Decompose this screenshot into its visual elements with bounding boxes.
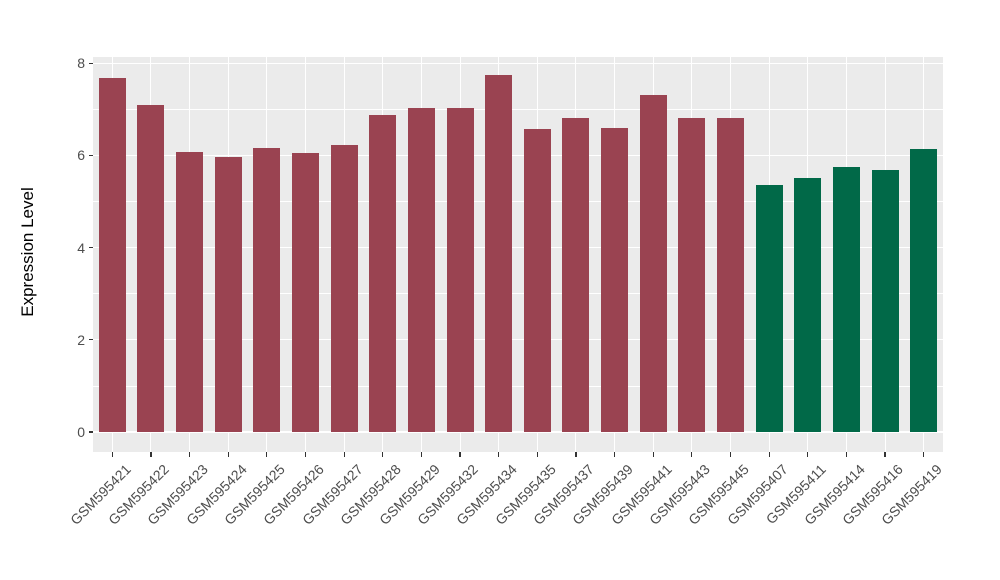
x-tick-mark	[807, 452, 809, 457]
x-tick-mark	[304, 452, 307, 457]
bar	[910, 148, 938, 432]
bar	[98, 78, 126, 432]
bar	[176, 152, 204, 432]
y-tick-mark	[88, 154, 93, 156]
x-tick-mark	[768, 452, 770, 457]
x-tick-mark	[498, 452, 500, 457]
bar	[755, 184, 783, 432]
minor-gridline	[93, 201, 943, 202]
x-tick-mark	[111, 452, 113, 457]
bar	[214, 156, 242, 432]
x-tick-mark	[613, 452, 616, 457]
x-tick-mark	[845, 452, 847, 457]
y-tick-label: 8	[77, 55, 85, 72]
major-gridline	[93, 431, 943, 433]
y-tick-mark	[88, 339, 93, 341]
x-tick-mark	[227, 452, 229, 457]
major-gridline	[93, 246, 943, 249]
bar	[485, 75, 513, 432]
bar	[794, 177, 822, 432]
x-tick-mark	[420, 452, 422, 457]
y-tick-label: 0	[77, 424, 85, 440]
x-tick-mark	[691, 452, 693, 457]
major-gridline	[93, 339, 943, 341]
major-gridline	[93, 154, 943, 157]
bar	[832, 166, 860, 432]
bar	[562, 118, 590, 432]
bar	[446, 107, 474, 432]
bar	[292, 152, 319, 432]
x-tick-mark	[536, 452, 538, 457]
x-tick-mark	[575, 452, 577, 457]
x-tick-mark	[652, 452, 654, 457]
y-tick-label: 2	[77, 331, 85, 348]
bar	[369, 114, 397, 432]
y-tick-mark	[88, 431, 93, 433]
minor-gridline	[93, 293, 943, 295]
y-tick-label: 6	[77, 147, 85, 164]
x-tick-mark	[923, 452, 925, 457]
bar	[253, 147, 281, 432]
bar	[678, 118, 706, 432]
bar	[407, 107, 435, 432]
x-tick-mark	[884, 452, 886, 457]
y-axis-title: Expression Level	[18, 187, 37, 317]
y-tick-label: 4	[77, 239, 85, 256]
x-tick-mark	[382, 452, 384, 457]
minor-gridline	[93, 385, 943, 387]
bar	[137, 105, 165, 432]
bar	[601, 128, 629, 432]
x-tick-mark	[729, 452, 732, 457]
y-tick-mark	[88, 247, 93, 249]
x-tick-mark	[188, 452, 191, 457]
bar	[523, 129, 551, 432]
bar	[330, 145, 358, 432]
bar	[871, 170, 899, 432]
bar	[717, 118, 744, 432]
y-tick-mark	[88, 62, 93, 64]
x-tick-mark	[459, 452, 461, 457]
minor-gridline	[93, 108, 943, 110]
x-tick-mark	[343, 452, 345, 457]
bar	[639, 95, 667, 432]
major-gridline	[93, 62, 943, 64]
x-tick-mark	[150, 452, 152, 457]
x-tick-mark	[266, 452, 268, 457]
